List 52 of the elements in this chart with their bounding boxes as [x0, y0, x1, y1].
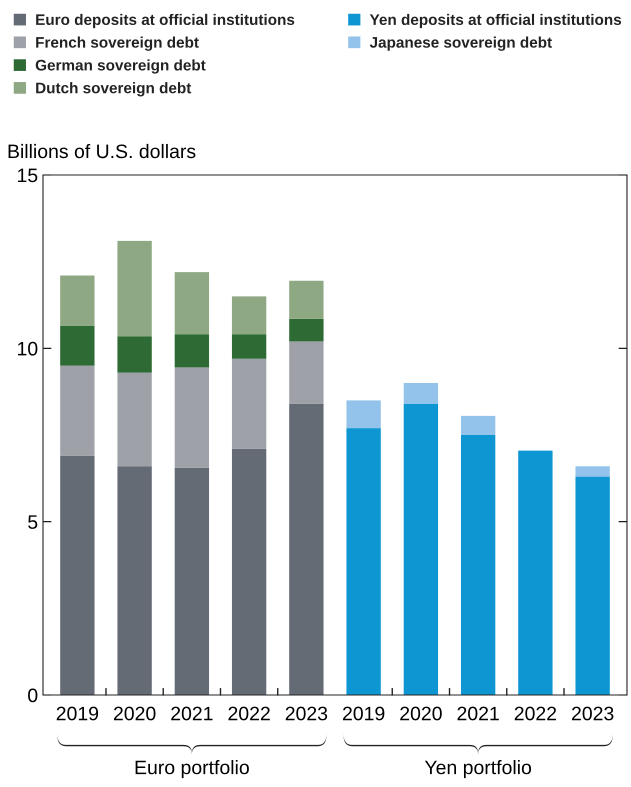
- x-tick-label: 2020: [114, 706, 156, 720]
- legend-label: German sovereign debt: [36, 59, 206, 74]
- bar: [346, 428, 381, 695]
- legend-label: French sovereign debt: [36, 36, 199, 51]
- x-tick-label: 2023: [572, 706, 614, 720]
- x-tick-label: 2023: [286, 706, 328, 720]
- y-tick-label: 5: [28, 515, 38, 529]
- bar: [289, 404, 324, 695]
- text: Yen portfolio: [424, 760, 532, 778]
- bar: [232, 448, 266, 695]
- bar: [117, 372, 152, 466]
- legend-label: Dutch sovereign debt: [36, 82, 192, 96]
- x-tick-label: 2022: [514, 706, 556, 720]
- legend-label: Euro deposits at official institutions: [36, 14, 294, 28]
- bar: [174, 468, 210, 695]
- legend-label: Japanese sovereign debt: [370, 36, 552, 51]
- bar: [404, 404, 438, 695]
- bar: [346, 400, 381, 428]
- bar: [174, 334, 210, 368]
- bar: [174, 272, 210, 334]
- bar: [174, 367, 210, 468]
- bar: [289, 318, 324, 342]
- x-tick-label: 2021: [457, 706, 499, 720]
- bar: [232, 358, 266, 449]
- bar: [60, 276, 95, 326]
- bar: [404, 383, 438, 404]
- bar: [117, 466, 152, 695]
- bar: [232, 296, 266, 334]
- bar: [575, 476, 610, 695]
- bar: [575, 466, 610, 477]
- bar: [460, 435, 496, 695]
- bar: [117, 240, 152, 336]
- bar: [289, 280, 324, 319]
- x-tick-label: 2019: [342, 706, 384, 720]
- x-tick-label: 2020: [400, 706, 442, 720]
- y-tick-label: 15: [18, 168, 38, 182]
- text: Euro portfolio: [136, 760, 249, 778]
- bar: [60, 366, 95, 456]
- bar: [60, 326, 95, 366]
- x-tick-label: 2019: [56, 706, 98, 720]
- y-axis-title: Billions of U.S. dollars: [8, 144, 196, 158]
- x-tick-label: 2021: [171, 706, 213, 720]
- x-tick-label: 2022: [228, 706, 270, 720]
- bar: [117, 336, 152, 373]
- bar: [232, 334, 266, 359]
- bar: [518, 450, 553, 695]
- bar: [60, 456, 95, 695]
- bar: [289, 341, 324, 404]
- bar: [460, 416, 496, 435]
- y-tick-label: 0: [28, 688, 38, 702]
- y-tick-label: 10: [18, 342, 38, 356]
- legend-label: Yen deposits at official institutions: [370, 14, 622, 28]
